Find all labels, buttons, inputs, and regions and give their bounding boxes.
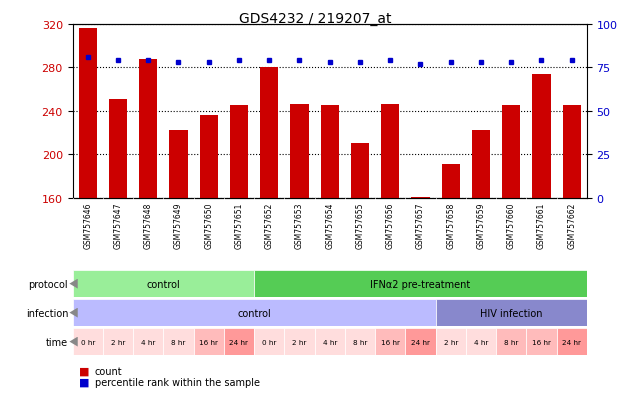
Text: 16 hr: 16 hr: [380, 339, 399, 345]
Text: GSM757650: GSM757650: [204, 202, 213, 248]
Bar: [103, 328, 133, 355]
Bar: [351, 144, 369, 198]
Bar: [375, 328, 405, 355]
Text: time: time: [46, 337, 68, 347]
Bar: [321, 106, 339, 198]
Text: 8 hr: 8 hr: [504, 339, 519, 345]
Text: 0 hr: 0 hr: [81, 339, 95, 345]
Bar: [199, 116, 218, 198]
Bar: [533, 75, 550, 198]
Text: HIV infection: HIV infection: [480, 308, 543, 318]
Text: 4 hr: 4 hr: [474, 339, 488, 345]
Bar: [109, 100, 127, 198]
Bar: [466, 328, 496, 355]
Text: 4 hr: 4 hr: [141, 339, 155, 345]
Bar: [139, 59, 157, 198]
Text: GSM757652: GSM757652: [264, 202, 274, 248]
Bar: [472, 131, 490, 198]
Bar: [79, 29, 97, 198]
Text: GSM757646: GSM757646: [83, 202, 92, 248]
Text: 24 hr: 24 hr: [411, 339, 430, 345]
Text: 24 hr: 24 hr: [562, 339, 581, 345]
Text: 16 hr: 16 hr: [532, 339, 551, 345]
Text: control: control: [146, 279, 180, 289]
Text: infection: infection: [26, 308, 68, 318]
Bar: [557, 328, 587, 355]
Bar: [442, 165, 460, 198]
Text: GSM757658: GSM757658: [446, 202, 455, 248]
Bar: [163, 328, 194, 355]
Text: GSM757656: GSM757656: [386, 202, 395, 248]
Text: 16 hr: 16 hr: [199, 339, 218, 345]
Text: GSM757657: GSM757657: [416, 202, 425, 248]
Text: GSM757648: GSM757648: [144, 202, 153, 248]
Bar: [169, 131, 187, 198]
Text: count: count: [95, 366, 122, 376]
Text: GSM757661: GSM757661: [537, 202, 546, 248]
Bar: [381, 105, 399, 198]
Text: IFNα2 pre-treatment: IFNα2 pre-treatment: [370, 279, 471, 289]
Bar: [230, 106, 248, 198]
Text: ■: ■: [79, 366, 90, 376]
Text: GSM757660: GSM757660: [507, 202, 516, 248]
Text: percentile rank within the sample: percentile rank within the sample: [95, 377, 259, 387]
Polygon shape: [69, 308, 78, 318]
Text: 2 hr: 2 hr: [292, 339, 307, 345]
Text: 8 hr: 8 hr: [171, 339, 186, 345]
Text: 2 hr: 2 hr: [111, 339, 125, 345]
Text: protocol: protocol: [28, 279, 68, 289]
Bar: [405, 328, 435, 355]
Text: GSM757662: GSM757662: [567, 202, 576, 248]
Text: GSM757653: GSM757653: [295, 202, 304, 248]
Text: 2 hr: 2 hr: [444, 339, 458, 345]
Bar: [260, 68, 278, 198]
Bar: [254, 271, 587, 297]
Text: 24 hr: 24 hr: [230, 339, 249, 345]
Bar: [194, 328, 224, 355]
Bar: [435, 299, 587, 326]
Bar: [315, 328, 345, 355]
Polygon shape: [69, 337, 78, 347]
Bar: [254, 328, 285, 355]
Bar: [73, 328, 103, 355]
Text: 8 hr: 8 hr: [353, 339, 367, 345]
Bar: [435, 328, 466, 355]
Text: GSM757655: GSM757655: [355, 202, 365, 248]
Bar: [526, 328, 557, 355]
Text: GSM757649: GSM757649: [174, 202, 183, 248]
Text: GSM757651: GSM757651: [235, 202, 244, 248]
Bar: [73, 271, 254, 297]
Text: control: control: [237, 308, 271, 318]
Text: 0 hr: 0 hr: [262, 339, 276, 345]
Text: 4 hr: 4 hr: [322, 339, 337, 345]
Bar: [563, 106, 581, 198]
Bar: [290, 105, 309, 198]
Bar: [411, 197, 430, 198]
Text: GDS4232 / 219207_at: GDS4232 / 219207_at: [239, 12, 392, 26]
Bar: [133, 328, 163, 355]
Text: GSM757647: GSM757647: [114, 202, 122, 248]
Bar: [496, 328, 526, 355]
Text: GSM757659: GSM757659: [476, 202, 485, 248]
Bar: [502, 106, 521, 198]
Bar: [285, 328, 315, 355]
Text: ■: ■: [79, 377, 90, 387]
Polygon shape: [69, 279, 78, 289]
Text: GSM757654: GSM757654: [325, 202, 334, 248]
Bar: [224, 328, 254, 355]
Bar: [345, 328, 375, 355]
Bar: [73, 299, 435, 326]
